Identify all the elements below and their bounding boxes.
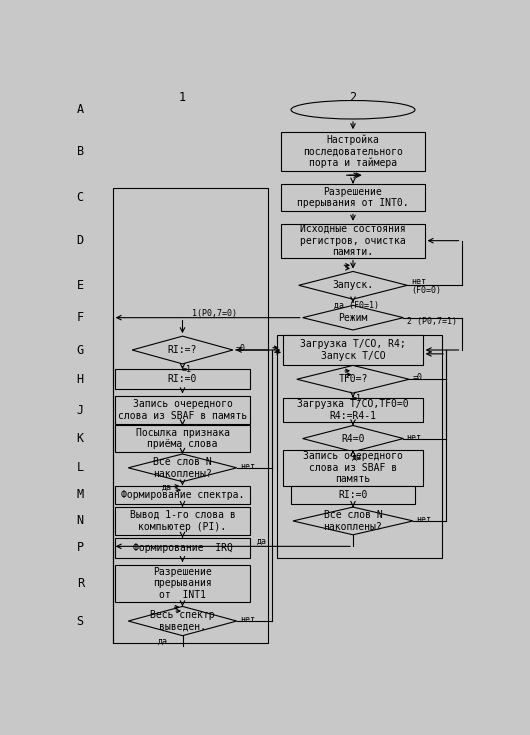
FancyBboxPatch shape [114, 426, 250, 451]
Text: E: E [77, 279, 84, 292]
FancyBboxPatch shape [281, 184, 425, 212]
Text: Все слов N
накоплены?: Все слов N накоплены? [153, 457, 212, 478]
Text: TF0=?: TF0=? [338, 374, 368, 384]
Text: да: да [257, 537, 267, 545]
Text: да: да [162, 483, 172, 492]
Polygon shape [293, 507, 413, 535]
Text: RI:=?: RI:=? [168, 345, 197, 355]
FancyBboxPatch shape [114, 564, 250, 602]
Polygon shape [297, 365, 409, 393]
Text: K: K [77, 432, 84, 445]
Polygon shape [299, 271, 407, 299]
Text: да: да [352, 453, 362, 462]
FancyBboxPatch shape [281, 132, 425, 171]
Text: B: B [77, 145, 84, 158]
Text: 1(P0,7=0): 1(P0,7=0) [192, 309, 237, 318]
FancyBboxPatch shape [291, 486, 415, 504]
Text: L: L [77, 462, 84, 474]
Text: Вывод 1-го слова в
компьютер (PI).: Вывод 1-го слова в компьютер (PI). [130, 510, 235, 531]
Text: Формирование  IRQ: Формирование IRQ [132, 543, 233, 553]
Text: да: да [158, 637, 168, 646]
Text: 2: 2 [349, 91, 357, 104]
FancyBboxPatch shape [114, 369, 250, 390]
Text: =0: =0 [412, 373, 422, 382]
Text: =0: =0 [236, 344, 246, 353]
Text: F: F [77, 311, 84, 324]
Text: R: R [77, 577, 84, 589]
Text: Разрешение
прерывания
от  INT1: Разрешение прерывания от INT1 [153, 567, 212, 600]
Text: Посылка признака
приёма слова: Посылка признака приёма слова [136, 428, 229, 449]
Text: Запуск.: Запуск. [332, 280, 374, 290]
Text: Загрузка T/CO,TF0=0
R4:=R4-1: Загрузка T/CO,TF0=0 R4:=R4-1 [297, 399, 409, 421]
Text: N: N [77, 514, 84, 528]
Text: Запись очередного
слова из SBAF в
память: Запись очередного слова из SBAF в память [303, 451, 403, 484]
Text: нет: нет [407, 432, 421, 442]
Text: Исходные состояния
регистров, очистка
памяти.: Исходные состояния регистров, очистка па… [300, 224, 406, 257]
Polygon shape [128, 454, 237, 481]
Text: J: J [77, 404, 84, 417]
Polygon shape [303, 305, 403, 330]
Text: Все слов N
накоплены?: Все слов N накоплены? [324, 510, 382, 531]
Polygon shape [128, 606, 237, 636]
Text: нет: нет [416, 515, 431, 524]
FancyBboxPatch shape [114, 538, 250, 558]
FancyBboxPatch shape [281, 223, 425, 257]
Text: M: M [77, 488, 84, 501]
Text: нет: нет [411, 277, 426, 286]
Text: =1: =1 [352, 394, 362, 403]
Text: Режим: Режим [338, 312, 368, 323]
Text: RI:=0: RI:=0 [338, 490, 368, 500]
Ellipse shape [291, 101, 415, 119]
FancyBboxPatch shape [114, 507, 250, 535]
Text: S: S [77, 614, 84, 628]
Text: RI:=0: RI:=0 [168, 374, 197, 384]
Polygon shape [132, 336, 233, 364]
Text: Настройка
последовательного
порта и таймера: Настройка последовательного порта и тайм… [303, 135, 403, 168]
Text: H: H [77, 373, 84, 386]
FancyBboxPatch shape [283, 450, 423, 486]
Text: нет: нет [240, 462, 255, 471]
Text: нет: нет [240, 615, 255, 624]
Text: Весь спектр
выведен.: Весь спектр выведен. [150, 610, 215, 632]
Text: R4=0: R4=0 [341, 434, 365, 443]
Text: Запись очередного
слова из SBAF в память: Запись очередного слова из SBAF в память [118, 399, 247, 421]
Text: =1: =1 [181, 365, 191, 374]
Text: Загрузка T/CO, R4;
Запуск T/CO: Загрузка T/CO, R4; Запуск T/CO [300, 339, 406, 361]
FancyBboxPatch shape [114, 486, 250, 504]
Text: G: G [77, 343, 84, 356]
Text: да (F0=1): да (F0=1) [334, 301, 379, 310]
FancyBboxPatch shape [114, 396, 250, 424]
Text: Формирование спектра.: Формирование спектра. [121, 490, 244, 500]
Text: P: P [77, 542, 84, 554]
Text: D: D [77, 234, 84, 247]
Polygon shape [303, 426, 403, 451]
Text: 1: 1 [179, 91, 186, 104]
Text: 2 (P0,7=1): 2 (P0,7=1) [407, 317, 457, 326]
FancyBboxPatch shape [283, 334, 423, 365]
Text: C: C [77, 191, 84, 204]
Text: A: A [77, 103, 84, 116]
Text: Разрешение
прерывания от INT0.: Разрешение прерывания от INT0. [297, 187, 409, 208]
FancyBboxPatch shape [283, 398, 423, 423]
Text: (F0=0): (F0=0) [411, 286, 441, 295]
